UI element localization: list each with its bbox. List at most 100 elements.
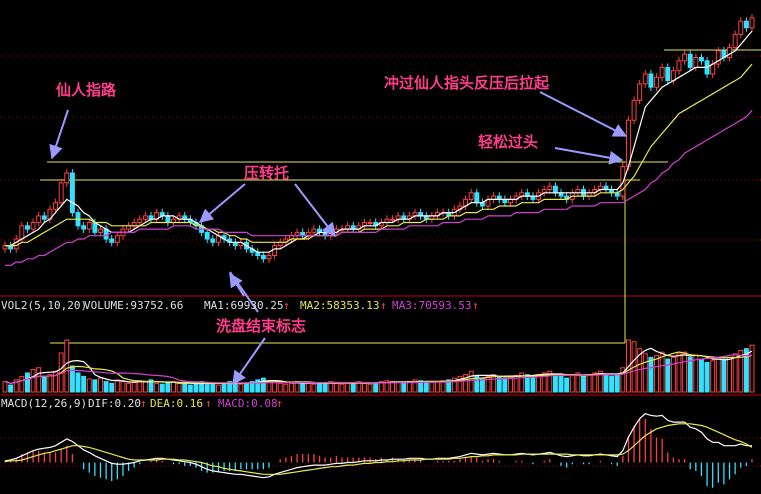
volume-bar: [288, 382, 294, 393]
candle-body: [682, 53, 688, 62]
volume-bar: [30, 368, 36, 393]
candle-body: [727, 47, 732, 58]
volume-bar: [114, 379, 120, 393]
volume-bar: [81, 375, 87, 393]
volume-bar: [333, 382, 339, 393]
volume-bar: [384, 380, 390, 393]
volume-bar: [440, 380, 446, 393]
volume-bar: [620, 367, 626, 393]
volume-bar: [277, 382, 283, 393]
volume-bar: [356, 381, 362, 393]
candle-body: [19, 225, 25, 240]
volume-bar: [457, 375, 463, 393]
volume-bar: [451, 377, 457, 393]
candle-body: [648, 73, 654, 88]
volume-bar: [227, 381, 233, 393]
volume-bar: [654, 355, 659, 393]
volume-bar: [8, 384, 14, 393]
volume-bar: [524, 374, 530, 393]
candle-body: [631, 99, 637, 121]
volume-ma1-up-arrow: ↑: [283, 299, 290, 312]
volume-bar: [676, 353, 682, 393]
candle-body: [36, 215, 42, 223]
volume-bar: [558, 375, 564, 393]
volume-bar: [738, 349, 744, 393]
candle-body: [137, 218, 143, 223]
candle-body: [142, 215, 148, 220]
volume-bar: [300, 381, 306, 393]
volume-bar: [698, 358, 704, 393]
volume-bar: [238, 383, 244, 393]
volume-bar: [64, 339, 70, 393]
volume-bar: [131, 381, 137, 393]
volume-bar: [109, 382, 115, 393]
candle-body: [665, 66, 671, 82]
volume-bar: [693, 355, 699, 393]
candle-body: [64, 172, 70, 184]
annotation-xipan: 洗盘结束标志: [216, 317, 306, 335]
price-panel: [2, 13, 755, 266]
candle-body: [749, 17, 755, 29]
volume-bar: [547, 370, 553, 393]
macd-value-up-arrow: ↑: [276, 397, 283, 410]
volume-bar: [749, 344, 755, 393]
volume-ma3-line: [4, 354, 753, 384]
volume-bar: [659, 351, 665, 393]
volume-bar: [221, 382, 227, 393]
volume-bar: [378, 381, 384, 393]
volume-bar: [19, 375, 25, 393]
candle-body: [204, 231, 210, 240]
volume-bar: [339, 383, 345, 393]
macd-dea-line: [4, 423, 753, 475]
chongguo-arrow: [539, 91, 628, 137]
volume-bar: [92, 379, 98, 393]
volume-bar: [2, 381, 8, 393]
volume-bar: [41, 375, 47, 393]
volume-bar: [569, 374, 575, 393]
xipan-arrow-down: [232, 337, 266, 386]
volume-ma2: MA2:58353.13: [300, 299, 379, 312]
macd-header: MACD(12,26,9) DIF:0.20 ↑ DEA:0.16 ↑ MACD…: [1, 397, 283, 410]
volume-bar: [586, 374, 592, 393]
macd-dif: DIF:0.20: [88, 397, 141, 410]
volume-ma2-up-arrow: ↑: [380, 299, 387, 312]
volume-bar: [721, 358, 727, 393]
volume-bar: [69, 365, 75, 393]
annotation-xianren: 仙人指路: [56, 81, 117, 99]
price-ma-white-line: [5, 30, 753, 253]
volume-panel: [2, 339, 755, 393]
candle-body: [659, 66, 665, 78]
volume-bar: [182, 383, 188, 393]
volume-bar: [435, 381, 440, 393]
volume-bar: [137, 380, 143, 393]
xipan-arrow-up: [229, 272, 245, 297]
volume-bar: [322, 381, 328, 393]
candle-body: [693, 57, 699, 68]
volume-bar: [609, 375, 615, 393]
volume-bar: [171, 381, 176, 393]
candle-body: [738, 20, 744, 35]
candle-body: [58, 182, 64, 204]
candle-body: [474, 192, 480, 204]
candle-body: [86, 222, 92, 230]
volume-bar: [25, 372, 30, 393]
macd-dif-up-arrow: ↑: [140, 397, 147, 410]
volume-bar: [665, 358, 671, 393]
volume-ma3-up-arrow: ↑: [472, 299, 479, 312]
volume-bar: [446, 379, 452, 393]
volume-bar: [491, 374, 497, 393]
volume-bar: [575, 372, 581, 393]
candle-body: [25, 225, 30, 230]
volume-bar: [603, 374, 609, 393]
candle-body: [109, 238, 115, 243]
volume-bar: [249, 381, 255, 393]
volume-bar: [345, 382, 351, 393]
candle-body: [266, 255, 272, 260]
macd-value: MACD:0.08: [218, 397, 278, 410]
volume-bar: [165, 381, 171, 393]
candle-body: [30, 222, 36, 230]
candle-body: [53, 202, 59, 210]
candle-body: [698, 57, 704, 62]
candle-body: [642, 73, 648, 85]
